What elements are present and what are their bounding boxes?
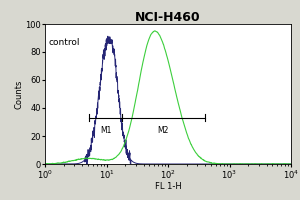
X-axis label: FL 1-H: FL 1-H	[154, 182, 182, 191]
Text: M2: M2	[158, 126, 169, 135]
Text: M1: M1	[100, 126, 111, 135]
Title: NCI-H460: NCI-H460	[135, 11, 201, 24]
Text: control: control	[49, 38, 80, 47]
Y-axis label: Counts: Counts	[15, 79, 24, 109]
